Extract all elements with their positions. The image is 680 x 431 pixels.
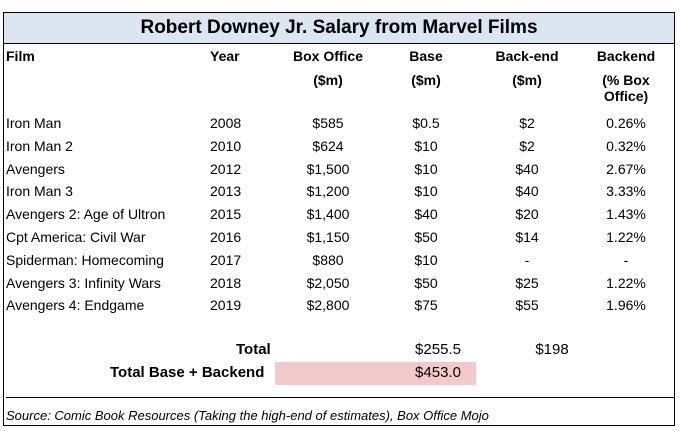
- header-box-office: Box Office: [292, 48, 364, 64]
- cell-back-end: $2: [519, 115, 535, 131]
- cell-box-office: $2,050: [306, 274, 350, 291]
- cell-year: 2019: [210, 297, 242, 314]
- cell-backend-pct: 0.32%: [606, 137, 646, 154]
- cell-base: $40: [414, 206, 438, 223]
- cell-box-office: $1,500: [306, 160, 350, 177]
- header-base-unit: ($m): [411, 72, 441, 88]
- table-title: Robert Downey Jr. Salary from Marvel Fil…: [4, 13, 674, 44]
- cell-base: $10: [414, 137, 438, 154]
- cell-box-office: $1,200: [306, 183, 350, 200]
- cell-film: Iron Man 2: [6, 137, 73, 154]
- salary-table: Robert Downey Jr. Salary from Marvel Fil…: [3, 12, 675, 426]
- cell-back-end: $40: [515, 183, 539, 200]
- cell-box-office: $624: [312, 137, 344, 154]
- cell-base: $10: [414, 183, 438, 200]
- cell-film: Avengers 4: Endgame: [6, 297, 145, 314]
- cell-back-end: $40: [515, 160, 539, 177]
- grand-total-value: $453.0: [415, 364, 461, 381]
- cell-backend-pct: 1.96%: [606, 297, 646, 314]
- cell-year: 2017: [210, 251, 242, 268]
- cell-film: Avengers 2: Age of Ultron: [6, 206, 166, 223]
- header-backend-pct-unit: (% Box Office): [602, 72, 650, 104]
- cell-year: 2018: [210, 274, 242, 291]
- cell-back-end: $20: [515, 206, 539, 223]
- grand-total-highlight: [275, 362, 476, 385]
- cell-film: Spiderman: Homecoming: [6, 251, 164, 268]
- cell-year: 2016: [210, 229, 242, 245]
- cell-base: $10: [414, 251, 438, 268]
- cell-back-end: $14: [515, 229, 539, 245]
- cell-backend-pct: 2.67%: [606, 160, 646, 177]
- cell-backend-pct: 3.33%: [606, 183, 646, 200]
- cell-base: $0.5: [412, 115, 440, 131]
- cell-back-end: $55: [515, 297, 539, 314]
- cell-backend-pct: 1.43%: [606, 206, 646, 223]
- cell-box-office: $880: [312, 251, 344, 268]
- header-back-end-unit: ($m): [512, 72, 542, 88]
- cell-base: $10: [414, 160, 438, 177]
- header-film: Film: [6, 48, 35, 64]
- cell-box-office: $1,150: [306, 229, 350, 245]
- cell-year: 2008: [210, 115, 242, 131]
- cell-year: 2012: [210, 160, 242, 177]
- total-back-end: $198: [535, 341, 569, 358]
- total-label: Total: [236, 341, 271, 358]
- cell-backend-pct: -: [623, 251, 629, 268]
- cell-backend-pct: 1.22%: [606, 229, 646, 245]
- cell-year: 2015: [210, 206, 242, 223]
- header-base: Base: [409, 48, 443, 64]
- total-base: $255.5: [415, 341, 461, 358]
- header-box-office-unit: ($m): [313, 72, 343, 88]
- cell-film: Cpt America: Civil War: [6, 229, 146, 245]
- cell-film: Iron Man: [6, 115, 62, 131]
- cell-year: 2013: [210, 183, 242, 200]
- header-year: Year: [210, 48, 240, 64]
- cell-box-office: $1,400: [306, 206, 350, 223]
- cell-film: Iron Man 3: [6, 183, 73, 200]
- cell-film: Avengers 3: Infinity Wars: [6, 274, 161, 291]
- cell-year: 2010: [210, 137, 242, 154]
- cell-box-office: $2,800: [306, 297, 350, 314]
- cell-backend-pct: 1.22%: [606, 274, 646, 291]
- cell-film: Avengers: [6, 160, 65, 177]
- source-note: Source: Comic Book Resources (Taking the…: [6, 397, 674, 423]
- cell-back-end: $25: [515, 274, 539, 291]
- cell-base: $50: [414, 274, 438, 291]
- cell-back-end: -: [524, 251, 530, 268]
- cell-base: $50: [414, 229, 438, 245]
- cell-base: $75: [414, 297, 438, 314]
- header-backend-pct: Backend: [596, 48, 656, 64]
- cell-box-office: $585: [312, 115, 344, 131]
- grand-total-label: Total Base + Backend: [110, 364, 265, 381]
- header-back-end: Back-end: [495, 48, 559, 64]
- cell-backend-pct: 0.26%: [606, 115, 646, 131]
- cell-back-end: $2: [519, 137, 535, 154]
